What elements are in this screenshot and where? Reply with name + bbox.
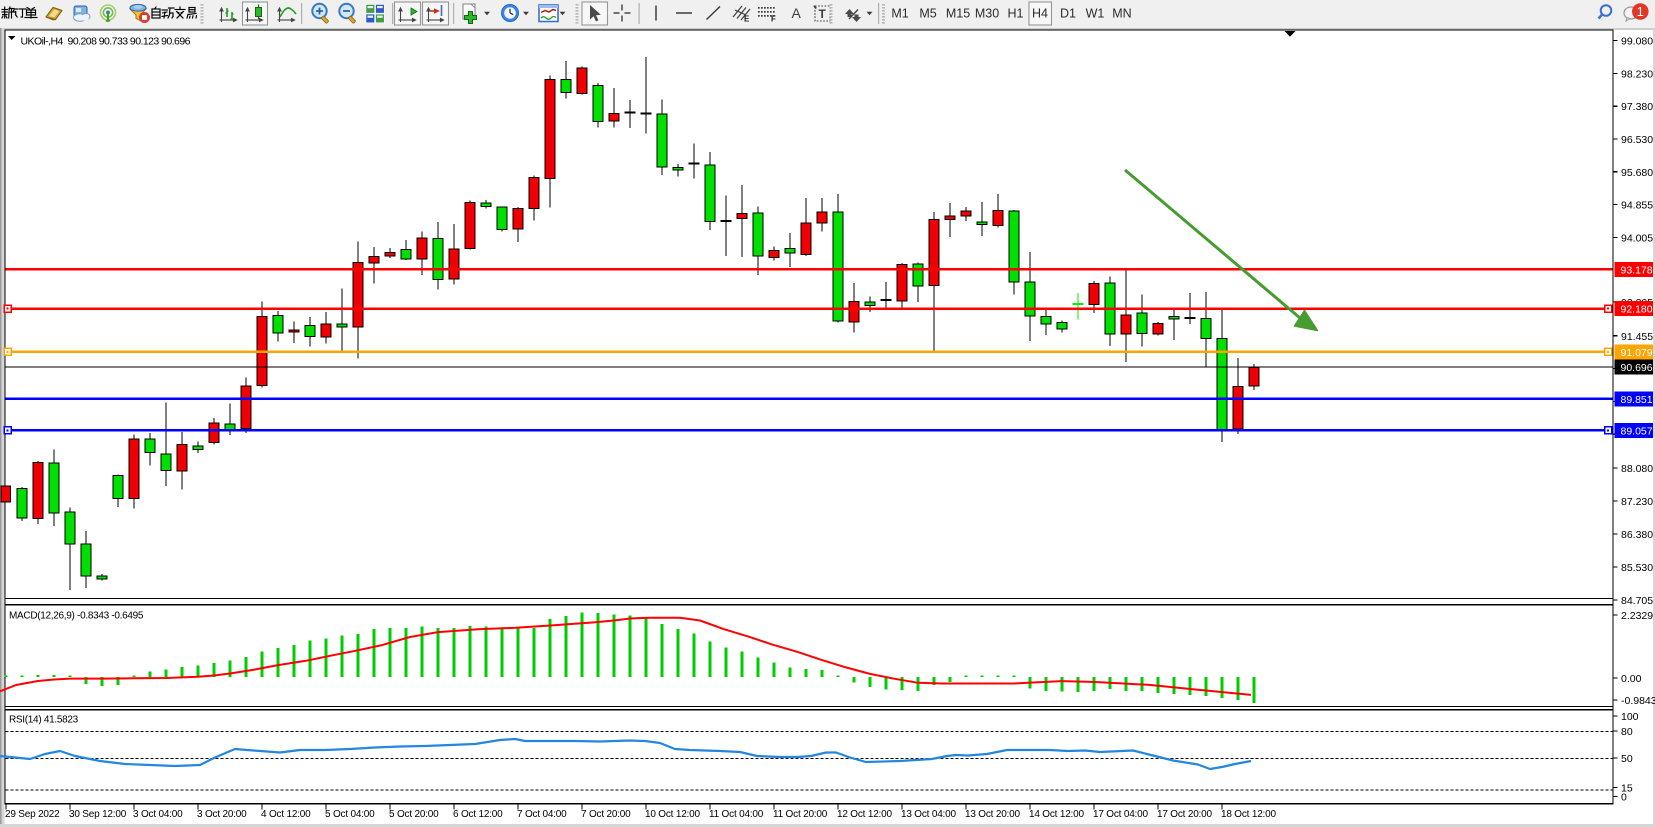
svg-text:3 Oct 04:00: 3 Oct 04:00: [133, 809, 183, 820]
svg-text:6 Oct 12:00: 6 Oct 12:00: [453, 809, 503, 820]
svg-text:50: 50: [1621, 753, 1633, 765]
svg-text:7 Oct 04:00: 7 Oct 04:00: [517, 809, 567, 820]
svg-text:5 Oct 04:00: 5 Oct 04:00: [325, 809, 375, 820]
svg-text:93.178: 93.178: [1621, 264, 1653, 276]
svg-text:M5: M5: [919, 7, 936, 21]
svg-text:91.455: 91.455: [1621, 331, 1653, 343]
svg-text:87.230: 87.230: [1621, 496, 1653, 508]
svg-text:-0.9843: -0.9843: [1621, 695, 1655, 707]
svg-text:H4: H4: [1032, 7, 1048, 21]
svg-text:91.079: 91.079: [1621, 347, 1653, 359]
svg-text:89.057: 89.057: [1621, 425, 1653, 437]
svg-text:0.00: 0.00: [1621, 673, 1642, 685]
svg-text:W1: W1: [1086, 7, 1105, 21]
svg-text:M1: M1: [891, 7, 908, 21]
svg-text:12 Oct 12:00: 12 Oct 12:00: [837, 809, 892, 820]
svg-text:UKOil-,H4 90.208 90.733 90.12: UKOil-,H4 90.208 90.733 90.123 90.696: [21, 36, 191, 48]
svg-text:17 Oct 20:00: 17 Oct 20:00: [1157, 809, 1212, 820]
svg-text:D1: D1: [1060, 7, 1076, 21]
svg-text:0: 0: [1621, 792, 1627, 804]
svg-text:2.2329: 2.2329: [1621, 610, 1653, 622]
svg-text:18 Oct 12:00: 18 Oct 12:00: [1221, 809, 1276, 820]
svg-text:85.530: 85.530: [1621, 562, 1653, 574]
svg-text:29 Sep 2022: 29 Sep 2022: [5, 809, 60, 820]
svg-text:90.696: 90.696: [1621, 362, 1653, 374]
svg-text:30 Sep 12:00: 30 Sep 12:00: [69, 809, 127, 820]
svg-text:11 Oct 04:00: 11 Oct 04:00: [709, 809, 764, 820]
svg-text:98.230: 98.230: [1621, 68, 1653, 80]
svg-text:4 Oct 12:00: 4 Oct 12:00: [261, 809, 311, 820]
svg-text:1: 1: [1637, 4, 1644, 19]
svg-text:11 Oct 20:00: 11 Oct 20:00: [773, 809, 828, 820]
svg-text:92.180: 92.180: [1621, 304, 1653, 316]
svg-text:MACD(12,26,9) -0.8343 -0.6495: MACD(12,26,9) -0.8343 -0.6495: [9, 611, 144, 622]
svg-text:97.380: 97.380: [1621, 101, 1653, 113]
svg-text:94.005: 94.005: [1621, 232, 1653, 244]
svg-text:M15: M15: [946, 7, 970, 21]
svg-text:10 Oct 12:00: 10 Oct 12:00: [645, 809, 700, 820]
svg-text:MN: MN: [1112, 7, 1131, 21]
svg-text:88.080: 88.080: [1621, 463, 1653, 475]
svg-text:5 Oct 20:00: 5 Oct 20:00: [389, 809, 439, 820]
svg-text:14 Oct 12:00: 14 Oct 12:00: [1029, 809, 1084, 820]
svg-text:7 Oct 20:00: 7 Oct 20:00: [581, 809, 631, 820]
svg-text:T: T: [819, 7, 827, 21]
svg-text:100: 100: [1621, 711, 1639, 723]
svg-text:H1: H1: [1008, 7, 1024, 21]
svg-text:3 Oct 20:00: 3 Oct 20:00: [197, 809, 247, 820]
svg-text:A: A: [792, 5, 802, 21]
svg-text:17 Oct 04:00: 17 Oct 04:00: [1093, 809, 1148, 820]
svg-text:M30: M30: [975, 7, 999, 21]
svg-text:86.380: 86.380: [1621, 529, 1653, 541]
svg-text:13 Oct 04:00: 13 Oct 04:00: [901, 809, 956, 820]
svg-text:15: 15: [1621, 783, 1633, 795]
svg-text:13 Oct 20:00: 13 Oct 20:00: [965, 809, 1020, 820]
svg-text:E: E: [744, 15, 750, 24]
svg-text:89.851: 89.851: [1621, 394, 1653, 406]
svg-text:84.705: 84.705: [1621, 595, 1653, 607]
svg-text:99.080: 99.080: [1621, 36, 1653, 48]
svg-text:94.855: 94.855: [1621, 200, 1653, 212]
svg-text:96.530: 96.530: [1621, 134, 1653, 146]
svg-text:95.680: 95.680: [1621, 167, 1653, 179]
svg-text:80: 80: [1621, 726, 1633, 738]
svg-text:F: F: [771, 15, 776, 24]
svg-text:RSI(14) 41.5823: RSI(14) 41.5823: [9, 715, 79, 726]
